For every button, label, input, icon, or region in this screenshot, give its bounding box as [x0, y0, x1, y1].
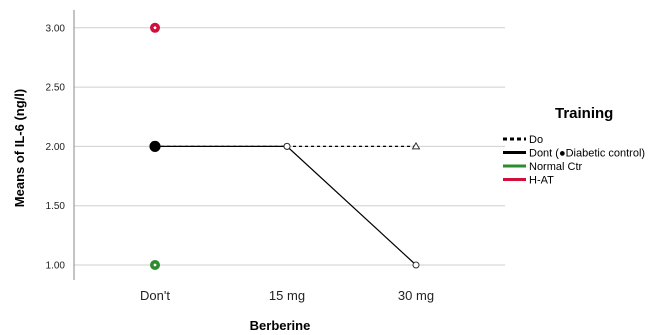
legend-entries: Do Dont (●Diabetic control)Normal Ctr H-AT: [503, 134, 645, 187]
data-point-s2-1: [149, 140, 161, 152]
legend-label: H-AT: [529, 175, 554, 187]
y-tick-labels: 1.00 1.50 2.00 2.50 3.00: [46, 23, 66, 271]
markers: [149, 22, 421, 270]
data-point-s2-2: [283, 142, 291, 150]
y-tick-label: 1.00: [46, 261, 66, 272]
y-tick-label: 1.50: [46, 201, 66, 212]
data-point-s3-1-center: [153, 263, 157, 267]
y-tick-label: 2.00: [46, 142, 66, 153]
x-tick-labels: Don't 15 mg 30 mg: [140, 288, 434, 303]
legend-label: Normal Ctr: [529, 161, 583, 173]
x-tick-label: Don't: [140, 288, 170, 303]
legend-label: Do: [529, 134, 543, 146]
y-axis-title: Means of IL-6 (ng/l): [12, 89, 27, 207]
data-point-s1-3: [411, 141, 421, 150]
legend-label: Dont (●Diabetic control): [529, 148, 645, 160]
data-point-s2-3: [412, 261, 420, 269]
x-tick-label: 30 mg: [398, 288, 434, 303]
x-tick-label: 15 mg: [269, 288, 305, 303]
legend-title: Training: [555, 105, 613, 122]
y-tick-label: 2.50: [46, 83, 66, 94]
legend: Training Do Dont (●Diabetic control)Norma…: [503, 105, 645, 187]
data-point-s4-1-center: [153, 26, 157, 30]
y-tick-label: 3.00: [46, 23, 66, 34]
x-axis-title: Berberine: [250, 318, 311, 333]
